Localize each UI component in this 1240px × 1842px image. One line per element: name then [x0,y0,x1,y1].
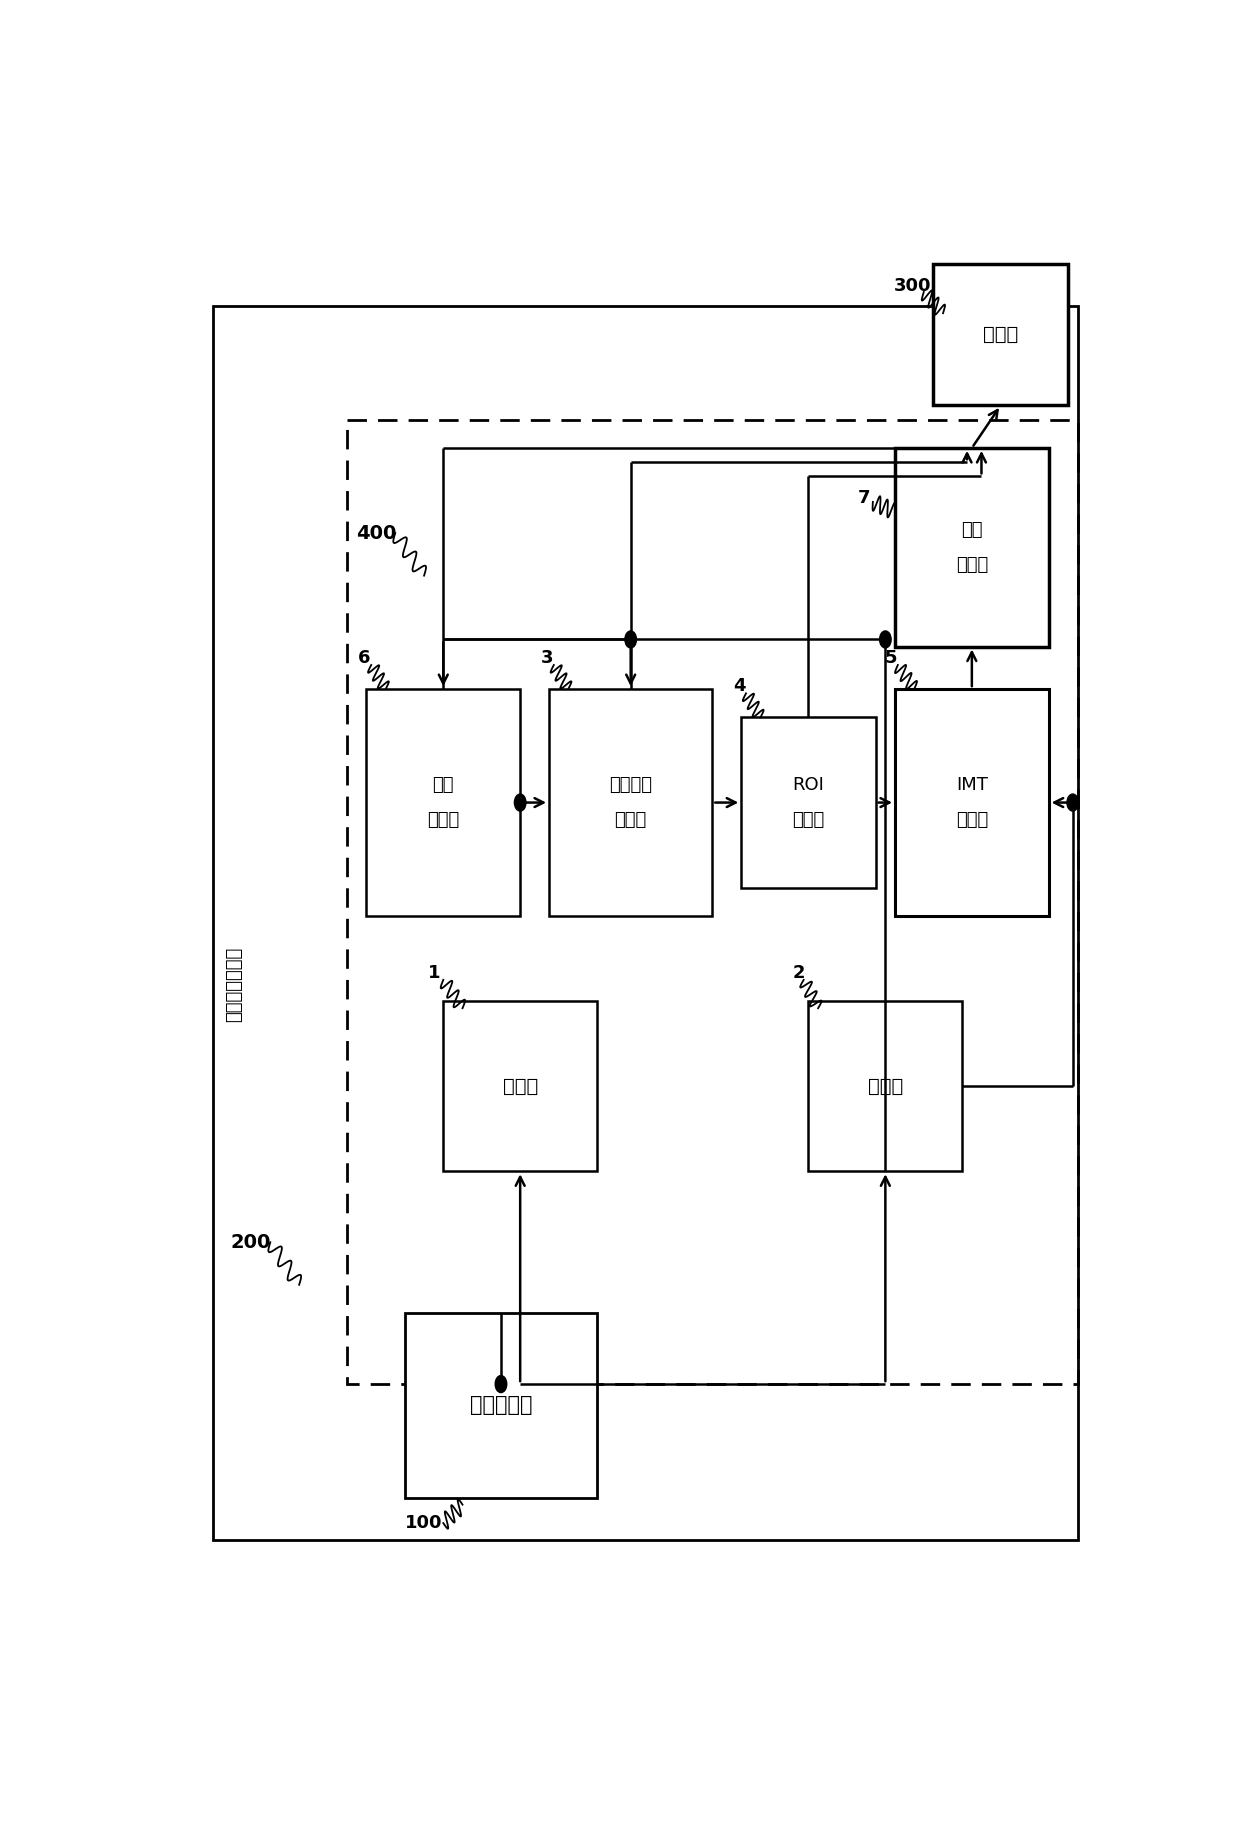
Text: 血管特征: 血管特征 [609,775,652,794]
Text: 4: 4 [733,678,745,694]
Text: 发送部: 发送部 [502,1078,538,1096]
Text: 图像: 图像 [433,775,454,794]
Bar [934,263,1068,405]
Text: 控制部: 控制部 [956,556,988,575]
Bar [347,420,1078,1383]
Text: 100: 100 [405,1514,443,1533]
Text: 3: 3 [541,648,553,667]
Bar [213,306,1078,1540]
Bar [444,1002,596,1172]
Text: 计算部: 计算部 [615,810,647,829]
Text: 2: 2 [792,963,805,982]
Bar [404,1313,598,1498]
Bar [549,689,712,915]
Circle shape [1066,794,1079,810]
Bar [808,1002,962,1172]
Text: 测量部: 测量部 [956,810,988,829]
Text: 接收部: 接收部 [868,1078,903,1096]
Text: IMT: IMT [956,775,988,794]
Text: 1: 1 [428,963,440,982]
Text: 5: 5 [885,648,898,667]
Text: 决定部: 决定部 [792,810,825,829]
Text: 300: 300 [894,278,931,295]
Text: ROI: ROI [792,775,825,794]
Text: 显示部: 显示部 [983,324,1018,344]
Bar [895,448,1049,647]
Circle shape [515,794,526,810]
Text: 超声波诊断装置: 超声波诊断装置 [224,947,243,1022]
Bar [367,689,521,915]
Bar [742,718,875,888]
Circle shape [625,632,636,648]
Text: 200: 200 [231,1232,272,1253]
Circle shape [495,1376,507,1393]
Text: 400: 400 [356,523,397,543]
Text: 超声波探头: 超声波探头 [470,1396,532,1415]
Bar [895,689,1049,915]
Text: 形成部: 形成部 [427,810,460,829]
Text: 7: 7 [858,488,870,507]
Text: 6: 6 [358,648,371,667]
Circle shape [879,632,892,648]
Text: 显示: 显示 [961,521,982,538]
